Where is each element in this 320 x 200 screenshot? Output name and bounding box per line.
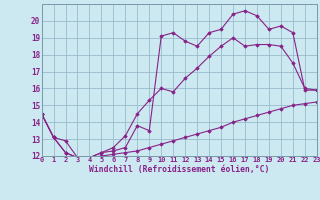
X-axis label: Windchill (Refroidissement éolien,°C): Windchill (Refroidissement éolien,°C)	[89, 165, 269, 174]
